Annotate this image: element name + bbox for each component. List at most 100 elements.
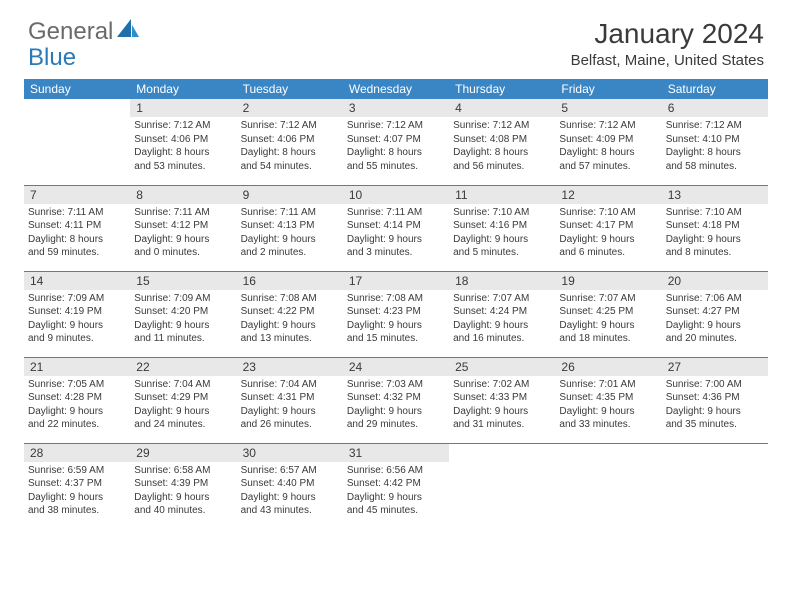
day-details: Sunrise: 7:12 AMSunset: 4:06 PMDaylight:…	[130, 117, 236, 175]
day-number: 11	[449, 186, 555, 204]
day-number: 16	[237, 272, 343, 290]
month-title: January 2024	[571, 18, 764, 50]
day-number	[449, 444, 555, 462]
logo-text-1: General	[28, 18, 113, 46]
day-details: Sunrise: 7:07 AMSunset: 4:24 PMDaylight:…	[449, 290, 555, 348]
calendar-day-cell: 26Sunrise: 7:01 AMSunset: 4:35 PMDayligh…	[555, 357, 661, 443]
day-details: Sunrise: 6:57 AMSunset: 4:40 PMDaylight:…	[237, 462, 343, 520]
day-number: 7	[24, 186, 130, 204]
day-number: 2	[237, 99, 343, 117]
day-details: Sunrise: 6:58 AMSunset: 4:39 PMDaylight:…	[130, 462, 236, 520]
calendar-day-cell	[24, 99, 130, 185]
day-number: 28	[24, 444, 130, 462]
day-number: 25	[449, 358, 555, 376]
day-details: Sunrise: 7:11 AMSunset: 4:12 PMDaylight:…	[130, 204, 236, 262]
day-details: Sunrise: 7:09 AMSunset: 4:19 PMDaylight:…	[24, 290, 130, 348]
calendar-week-row: 28Sunrise: 6:59 AMSunset: 4:37 PMDayligh…	[24, 443, 768, 529]
calendar-day-cell: 10Sunrise: 7:11 AMSunset: 4:14 PMDayligh…	[343, 185, 449, 271]
calendar-day-cell	[555, 443, 661, 529]
calendar-day-cell: 31Sunrise: 6:56 AMSunset: 4:42 PMDayligh…	[343, 443, 449, 529]
calendar-day-cell	[662, 443, 768, 529]
day-details: Sunrise: 7:05 AMSunset: 4:28 PMDaylight:…	[24, 376, 130, 434]
calendar-table: SundayMondayTuesdayWednesdayThursdayFrid…	[24, 79, 768, 529]
day-number: 14	[24, 272, 130, 290]
day-number: 26	[555, 358, 661, 376]
location: Belfast, Maine, United States	[571, 52, 764, 69]
day-number: 15	[130, 272, 236, 290]
day-number: 9	[237, 186, 343, 204]
day-number: 22	[130, 358, 236, 376]
logo: General	[28, 18, 139, 46]
weekday-header: Thursday	[449, 79, 555, 99]
calendar-day-cell: 14Sunrise: 7:09 AMSunset: 4:19 PMDayligh…	[24, 271, 130, 357]
calendar-day-cell: 25Sunrise: 7:02 AMSunset: 4:33 PMDayligh…	[449, 357, 555, 443]
calendar-day-cell: 18Sunrise: 7:07 AMSunset: 4:24 PMDayligh…	[449, 271, 555, 357]
header: General January 2024 Belfast, Maine, Uni…	[0, 0, 792, 73]
day-number: 23	[237, 358, 343, 376]
weekday-header: Tuesday	[237, 79, 343, 99]
day-number: 8	[130, 186, 236, 204]
day-details: Sunrise: 7:12 AMSunset: 4:06 PMDaylight:…	[237, 117, 343, 175]
day-number: 30	[237, 444, 343, 462]
calendar-day-cell: 13Sunrise: 7:10 AMSunset: 4:18 PMDayligh…	[662, 185, 768, 271]
calendar-day-cell: 23Sunrise: 7:04 AMSunset: 4:31 PMDayligh…	[237, 357, 343, 443]
logo-text-2: Blue	[28, 44, 76, 72]
calendar-day-cell: 9Sunrise: 7:11 AMSunset: 4:13 PMDaylight…	[237, 185, 343, 271]
calendar-week-row: 14Sunrise: 7:09 AMSunset: 4:19 PMDayligh…	[24, 271, 768, 357]
weekday-header: Sunday	[24, 79, 130, 99]
calendar-day-cell: 22Sunrise: 7:04 AMSunset: 4:29 PMDayligh…	[130, 357, 236, 443]
day-details: Sunrise: 7:00 AMSunset: 4:36 PMDaylight:…	[662, 376, 768, 434]
calendar-day-cell: 19Sunrise: 7:07 AMSunset: 4:25 PMDayligh…	[555, 271, 661, 357]
calendar-day-cell: 8Sunrise: 7:11 AMSunset: 4:12 PMDaylight…	[130, 185, 236, 271]
day-number: 24	[343, 358, 449, 376]
weekday-header: Saturday	[662, 79, 768, 99]
calendar-day-cell: 17Sunrise: 7:08 AMSunset: 4:23 PMDayligh…	[343, 271, 449, 357]
day-number	[24, 99, 130, 117]
day-number: 20	[662, 272, 768, 290]
weekday-header: Wednesday	[343, 79, 449, 99]
day-number: 27	[662, 358, 768, 376]
day-details: Sunrise: 7:12 AMSunset: 4:08 PMDaylight:…	[449, 117, 555, 175]
day-details: Sunrise: 7:10 AMSunset: 4:18 PMDaylight:…	[662, 204, 768, 262]
calendar-day-cell: 3Sunrise: 7:12 AMSunset: 4:07 PMDaylight…	[343, 99, 449, 185]
day-number: 12	[555, 186, 661, 204]
day-details: Sunrise: 7:10 AMSunset: 4:17 PMDaylight:…	[555, 204, 661, 262]
calendar-day-cell: 1Sunrise: 7:12 AMSunset: 4:06 PMDaylight…	[130, 99, 236, 185]
day-number: 5	[555, 99, 661, 117]
day-details: Sunrise: 6:59 AMSunset: 4:37 PMDaylight:…	[24, 462, 130, 520]
weekday-header-row: SundayMondayTuesdayWednesdayThursdayFrid…	[24, 79, 768, 99]
calendar-day-cell: 6Sunrise: 7:12 AMSunset: 4:10 PMDaylight…	[662, 99, 768, 185]
calendar-day-cell: 27Sunrise: 7:00 AMSunset: 4:36 PMDayligh…	[662, 357, 768, 443]
day-number: 1	[130, 99, 236, 117]
day-details: Sunrise: 6:56 AMSunset: 4:42 PMDaylight:…	[343, 462, 449, 520]
weekday-header: Friday	[555, 79, 661, 99]
weekday-header: Monday	[130, 79, 236, 99]
day-number: 3	[343, 99, 449, 117]
calendar-day-cell: 24Sunrise: 7:03 AMSunset: 4:32 PMDayligh…	[343, 357, 449, 443]
day-number: 6	[662, 99, 768, 117]
day-number: 21	[24, 358, 130, 376]
calendar-day-cell: 7Sunrise: 7:11 AMSunset: 4:11 PMDaylight…	[24, 185, 130, 271]
day-number: 10	[343, 186, 449, 204]
logo-sail-icon	[117, 19, 139, 37]
day-details: Sunrise: 7:04 AMSunset: 4:31 PMDaylight:…	[237, 376, 343, 434]
calendar-week-row: 7Sunrise: 7:11 AMSunset: 4:11 PMDaylight…	[24, 185, 768, 271]
calendar-week-row: 21Sunrise: 7:05 AMSunset: 4:28 PMDayligh…	[24, 357, 768, 443]
day-details: Sunrise: 7:08 AMSunset: 4:23 PMDaylight:…	[343, 290, 449, 348]
title-block: January 2024 Belfast, Maine, United Stat…	[571, 18, 764, 69]
calendar-day-cell: 28Sunrise: 6:59 AMSunset: 4:37 PMDayligh…	[24, 443, 130, 529]
day-number	[662, 444, 768, 462]
day-details: Sunrise: 7:12 AMSunset: 4:10 PMDaylight:…	[662, 117, 768, 175]
day-details: Sunrise: 7:11 AMSunset: 4:14 PMDaylight:…	[343, 204, 449, 262]
day-details: Sunrise: 7:12 AMSunset: 4:09 PMDaylight:…	[555, 117, 661, 175]
calendar-day-cell: 20Sunrise: 7:06 AMSunset: 4:27 PMDayligh…	[662, 271, 768, 357]
day-number	[555, 444, 661, 462]
day-details: Sunrise: 7:06 AMSunset: 4:27 PMDaylight:…	[662, 290, 768, 348]
day-details: Sunrise: 7:12 AMSunset: 4:07 PMDaylight:…	[343, 117, 449, 175]
calendar-day-cell: 2Sunrise: 7:12 AMSunset: 4:06 PMDaylight…	[237, 99, 343, 185]
calendar-day-cell: 29Sunrise: 6:58 AMSunset: 4:39 PMDayligh…	[130, 443, 236, 529]
calendar-day-cell	[449, 443, 555, 529]
day-details: Sunrise: 7:01 AMSunset: 4:35 PMDaylight:…	[555, 376, 661, 434]
day-number: 19	[555, 272, 661, 290]
calendar-day-cell: 30Sunrise: 6:57 AMSunset: 4:40 PMDayligh…	[237, 443, 343, 529]
